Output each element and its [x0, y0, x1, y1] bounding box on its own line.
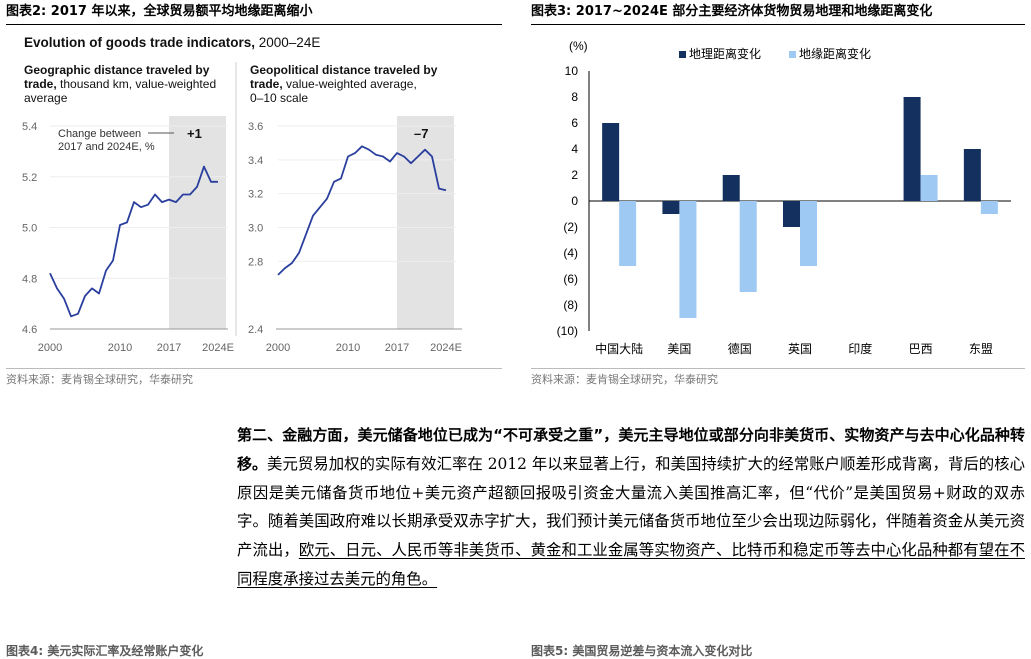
- bar-geopolitical: [800, 201, 817, 266]
- figure3-title: 图表3: 2017~2024E 部分主要经济体货物贸易地理和地缘距离变化: [531, 4, 933, 19]
- bar-geographic: [783, 201, 800, 227]
- bar-y-tick: (4): [563, 246, 578, 260]
- right-y-tick: 3.6: [248, 121, 263, 133]
- bar-category-label: 东盟: [969, 342, 993, 356]
- right-subtitle-line1: Geopolitical distance traveled by: [250, 63, 438, 77]
- figure2-chart: Evolution of goods trade indicators, 200…: [22, 35, 462, 354]
- right-y-tick: 2.8: [248, 256, 263, 268]
- bar-y-tick: 8: [571, 90, 578, 104]
- bar-geographic: [722, 175, 740, 201]
- y-unit-label: (%): [569, 39, 588, 53]
- bar-geopolitical: [920, 175, 938, 201]
- right-x-tick: 2010: [336, 342, 360, 354]
- figure5-title: 图表5: 美国贸易逆差与资本流入变化对比: [531, 644, 753, 658]
- left-y-tick: 5.4: [22, 121, 37, 133]
- left-change-value: +1: [187, 126, 202, 141]
- left-y-tick: 4.6: [22, 324, 37, 336]
- bar-geographic: [963, 149, 981, 201]
- right-highlight-band: [397, 116, 454, 329]
- bar-y-tick: (2): [563, 220, 578, 234]
- right-y-tick: 3.4: [248, 155, 263, 167]
- left-y-tick: 5.2: [22, 172, 37, 184]
- left-subtitle-line2: trade, thousand km, value-weighted: [24, 77, 216, 91]
- body-paragraph: 第二、金融方面，美元储备地位已成为“不可承受之重”，美元主导地位或部分向非美货币…: [237, 421, 1025, 594]
- legend-swatch-geographic: [679, 51, 686, 58]
- left-subtitle-line1: Geographic distance traveled by: [24, 63, 210, 77]
- figure3-source-rule: [531, 368, 1025, 369]
- figure2-source: 资料来源：麦肯锡全球研究，华泰研究: [6, 373, 193, 386]
- bar-y-tick: 10: [565, 64, 579, 78]
- left-subtitle-line3: average: [24, 91, 68, 105]
- bar-y-tick: 4: [571, 142, 578, 156]
- figure3-title-rule: [531, 24, 1025, 25]
- right-y-tick: 3.2: [248, 189, 263, 201]
- figure2-source-rule: [6, 368, 502, 369]
- left-x-tick: 2024E: [202, 342, 234, 354]
- bar-y-tick: (6): [563, 272, 578, 286]
- bar-category-label: 中国大陆: [595, 341, 643, 356]
- legend-swatch-geopolitical: [789, 51, 796, 58]
- left-y-tick: 4.8: [22, 273, 37, 285]
- change-annotation-line1: Change between: [58, 128, 141, 140]
- figure4-title: 图表4: 美元实际汇率及经常账户变化: [6, 644, 204, 658]
- bar-y-ticks: 10 8 6 4 2 0 (2) (4) (6) (8) (10): [557, 64, 579, 338]
- bar-geopolitical: [739, 201, 757, 292]
- bar-category-label: 巴西: [909, 342, 933, 356]
- paragraph-bold-lead: 第二、金融方面，美元储备地位已成为“不可承受之重”，美元主导地位或部分向非美货币…: [237, 426, 1025, 473]
- left-x-tick: 2017: [157, 342, 181, 354]
- bar-category-label: 印度: [848, 341, 872, 356]
- right-y-tick: 2.4: [248, 324, 263, 336]
- right-x-tick: 2024E: [430, 342, 462, 354]
- legend-label-geopolitical: 地缘距离变化: [799, 46, 871, 61]
- bar-geographic: [662, 201, 680, 214]
- bar-geographic: [602, 123, 620, 201]
- right-x-tick: 2017: [385, 342, 409, 354]
- left-highlight-band: [169, 116, 226, 329]
- figure2-title: 图表2: 2017 年以来，全球贸易额平均地缘距离缩小: [6, 4, 313, 19]
- bar-category-label: 美国: [667, 342, 691, 356]
- bar-marks: [602, 97, 998, 318]
- change-annotation-line2: 2017 and 2024E, %: [58, 141, 155, 153]
- bar-geopolitical: [980, 201, 998, 214]
- legend-label-geographic: 地理距离变化: [689, 46, 761, 61]
- figure2-title-rule: [6, 24, 502, 25]
- bar-y-tick: (10): [557, 324, 578, 338]
- bar-y-tick: 0: [571, 194, 578, 208]
- bar-category-label: 德国: [728, 341, 752, 356]
- bar-category-labels: 中国大陆 美国 德国 英国 印度 巴西 东盟: [595, 341, 993, 356]
- geographic-distance-line: [49, 165, 218, 318]
- figure3-source: 资料来源：麦肯锡全球研究，华泰研究: [531, 373, 718, 386]
- left-x-tick: 2010: [108, 342, 132, 354]
- geopolitical-distance-line: [277, 145, 447, 276]
- right-subtitle-line2: trade, value-weighted average,: [250, 77, 417, 91]
- bar-geopolitical: [679, 201, 697, 318]
- figure3-chart: (%) 地理距离变化 地缘距离变化 10 8 6 4 2 0 (2) (4) (…: [557, 39, 1011, 356]
- right-change-value: –7: [414, 126, 428, 141]
- left-x-tick: 2000: [38, 342, 62, 354]
- bar-geographic: [903, 97, 921, 201]
- right-subtitle-line3: 0–10 scale: [250, 91, 308, 105]
- bar-y-tick: (8): [563, 298, 578, 312]
- right-y-tick: 3.0: [248, 223, 263, 235]
- bar-category-label: 英国: [788, 342, 812, 356]
- right-x-tick: 2000: [266, 342, 290, 354]
- paragraph-underlined-text: 欧元、日元、人民币等非美货币、黄金和工业金属等实物资产、比特币和稳定币等去中心化…: [237, 541, 1025, 588]
- paragraph-body-text: 美元贸易加权的实际有效汇率在 2012 年以来显著上行，和美国持续扩大的经常账户…: [237, 454, 1025, 560]
- figure2-main-title: Evolution of goods trade indicators, 200…: [24, 35, 320, 50]
- bar-y-tick: 6: [571, 116, 578, 130]
- bar-geopolitical: [619, 201, 637, 266]
- bar-y-tick: 2: [571, 168, 578, 182]
- left-y-tick: 5.0: [22, 223, 37, 235]
